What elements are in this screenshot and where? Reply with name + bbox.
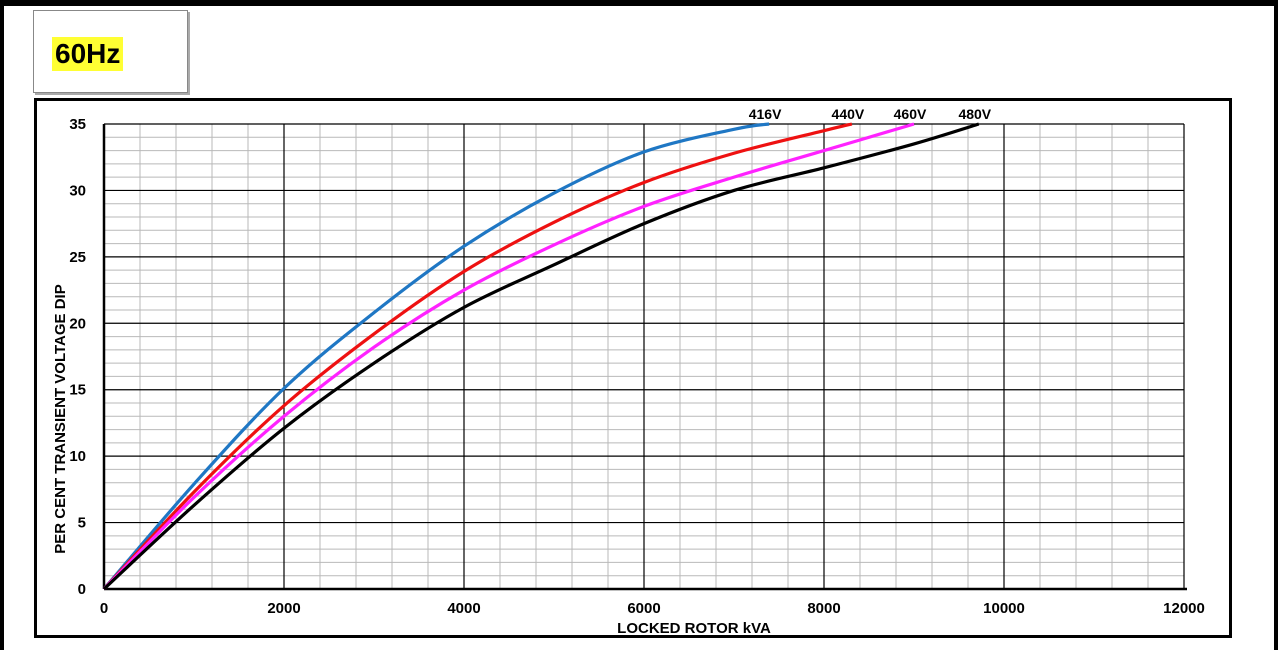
x-tick-label: 0 <box>100 600 108 617</box>
x-tick-label: 4000 <box>447 600 480 617</box>
series-label-416v: 416V <box>749 106 782 122</box>
x-tick-label: 12000 <box>1163 600 1205 617</box>
y-tick-label: 20 <box>69 315 86 332</box>
voltage-dip-chart: 0 2000 4000 6000 8000 10000 12000 0 5 10 15 20 25 30 3… <box>52 106 1205 635</box>
y-tick-label: 0 <box>78 581 86 598</box>
series-lines <box>102 122 980 591</box>
x-tick-label: 2000 <box>267 600 300 617</box>
series-labels: 416V 440V 460V 480V <box>749 106 992 122</box>
series-label-440v: 440V <box>832 106 865 122</box>
series-line-460v <box>102 122 915 591</box>
x-tick-label: 10000 <box>983 600 1025 617</box>
x-tick-label: 6000 <box>627 600 660 617</box>
series-label-460v: 460V <box>894 106 927 122</box>
y-tick-label: 10 <box>69 448 86 465</box>
y-tick-label: 15 <box>69 382 86 399</box>
axes <box>102 124 1187 591</box>
major-gridlines <box>104 123 1185 589</box>
series-line-440v <box>102 122 853 591</box>
series-line-416v <box>102 122 770 591</box>
tick-labels: 0 2000 4000 6000 8000 10000 12000 0 5 10 15 20 25 30 3… <box>69 116 1205 617</box>
y-tick-label: 30 <box>69 182 86 199</box>
frequency-label: 60Hz <box>52 37 124 71</box>
x-axis-title: LOCKED ROTOR kVA <box>617 620 771 635</box>
series-label-480v: 480V <box>958 106 991 122</box>
series-line-480v <box>102 122 980 591</box>
y-tick-label: 5 <box>78 515 86 532</box>
chart-frame: 0 2000 4000 6000 8000 10000 12000 0 5 10 15 20 25 30 3… <box>34 98 1232 638</box>
y-axis-title: PER CENT TRANSIENT VOLTAGE DIP <box>52 284 69 553</box>
y-tick-label: 25 <box>69 249 86 266</box>
y-tick-label: 35 <box>69 116 86 133</box>
x-tick-label: 8000 <box>807 600 840 617</box>
frequency-badge: 60Hz <box>33 10 188 93</box>
